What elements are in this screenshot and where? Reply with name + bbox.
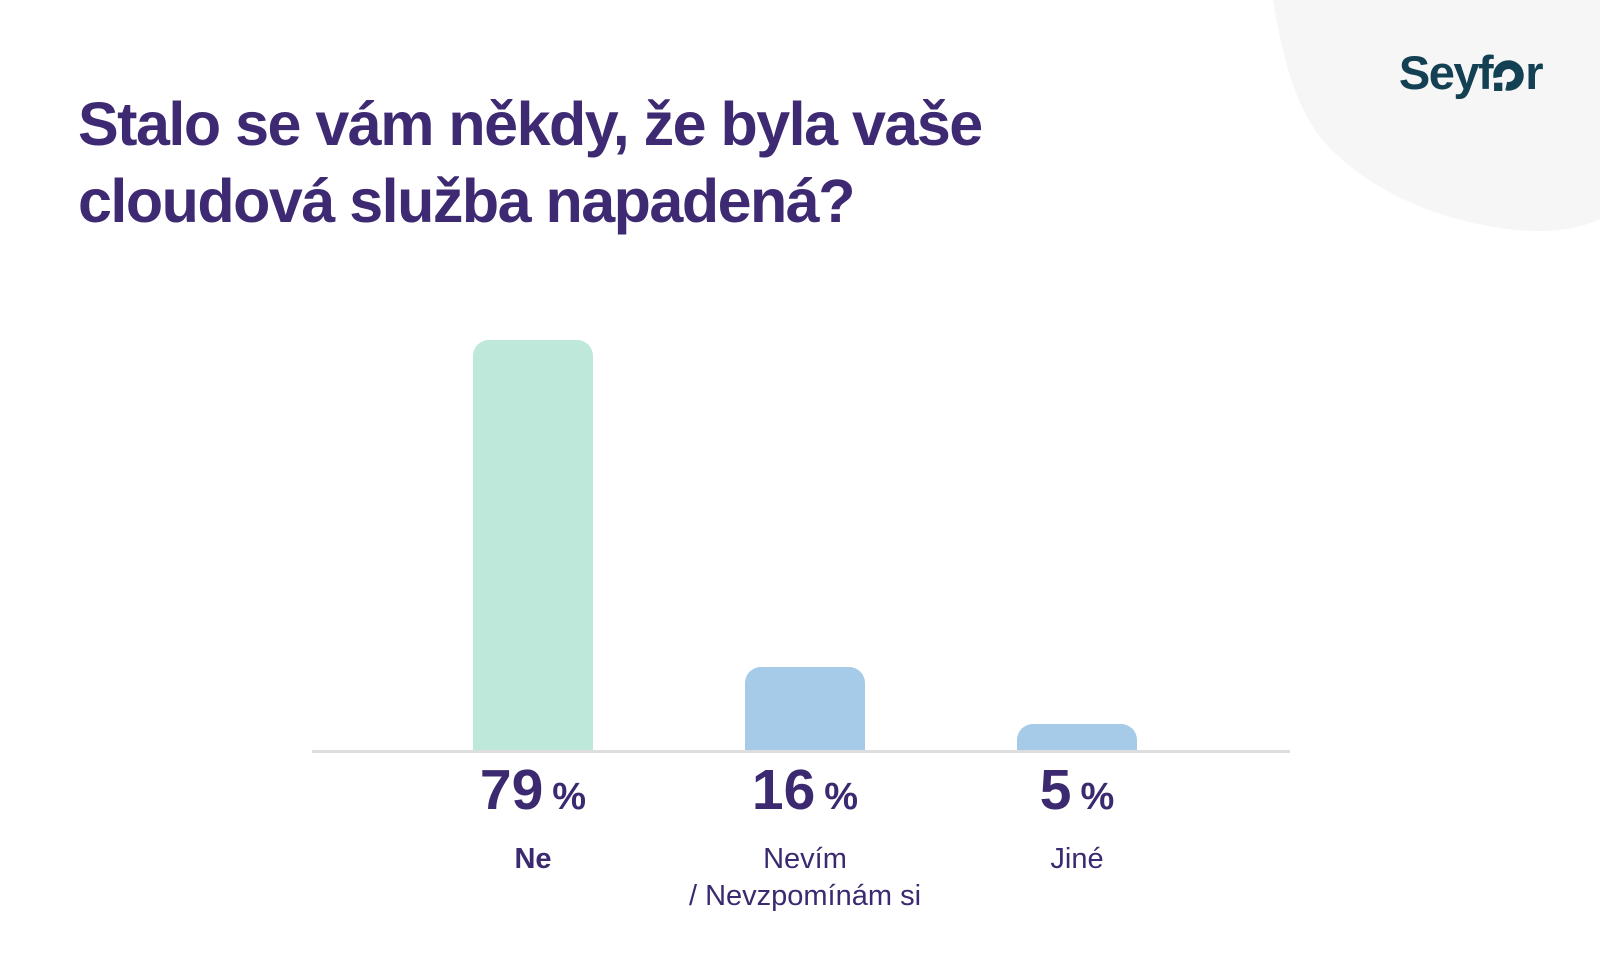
value-label: 16% — [669, 760, 941, 827]
page-title: Stalo se vám někdy, že byla vaše cloudov… — [78, 86, 983, 240]
category-label: Jiné — [1050, 843, 1104, 875]
value-number: 79 — [479, 758, 544, 822]
category-label-group: Nevím / Nevzpomínám si — [669, 841, 941, 915]
bar — [473, 340, 593, 750]
percent-sign: % — [824, 776, 859, 818]
bar-chart: 79% Ne 16% Nevím / Nevzpomínám si 5% Jiné — [312, 0, 1290, 960]
category-label: Ne — [514, 843, 552, 875]
bar-column: 79% Ne — [397, 0, 669, 960]
bar-column: 16% Nevím / Nevzpomínám si — [669, 0, 941, 960]
percent-sign: % — [552, 776, 587, 818]
bar — [745, 667, 865, 750]
value-number: 16 — [751, 758, 816, 822]
baseline-axis — [312, 750, 1290, 753]
category-label: / Nevzpomínám si — [688, 880, 922, 912]
bar-column: 5% Jiné — [941, 0, 1213, 960]
corner-blob — [1273, 0, 1600, 231]
category-label-group: Jiné — [941, 841, 1213, 878]
category-label: Nevím — [763, 843, 847, 875]
value-label: 5% — [941, 760, 1213, 827]
logo-text-after: r — [1525, 46, 1543, 99]
bar — [1017, 724, 1137, 750]
value-number: 5 — [1039, 758, 1072, 822]
page-title-line1: Stalo se vám někdy, že byla vaše — [78, 90, 983, 158]
value-label: 79% — [397, 760, 669, 827]
seyfor-logo: Seyf r — [1398, 45, 1544, 100]
logo-text-before: Seyf — [1398, 46, 1494, 99]
page-title-line2: cloudová služba napadená? — [78, 167, 855, 235]
category-label-group: Ne — [397, 841, 669, 878]
percent-sign: % — [1080, 776, 1115, 818]
logo-o-icon — [1493, 60, 1524, 91]
